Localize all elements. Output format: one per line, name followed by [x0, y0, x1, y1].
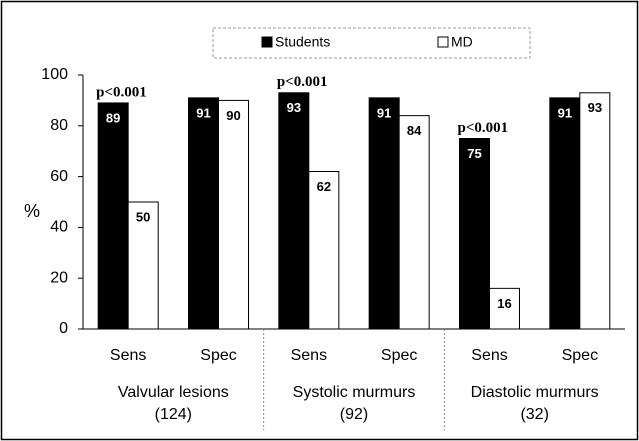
bar: [368, 97, 400, 330]
bar: [308, 171, 340, 330]
bar: [398, 115, 430, 330]
y-tick-label: 40: [50, 219, 68, 236]
value-label: 93: [287, 100, 301, 115]
x-tick-label: Spec: [562, 347, 598, 364]
value-label: 50: [136, 209, 150, 224]
x-tick-label: Sens: [291, 347, 327, 364]
y-tick-label: 20: [50, 269, 68, 286]
value-label: 89: [106, 110, 120, 125]
y-tick-label: 100: [41, 66, 68, 83]
group-count: (92): [340, 406, 368, 423]
value-label: 93: [588, 100, 602, 115]
bar: [489, 287, 520, 330]
value-label: 75: [467, 146, 481, 161]
group-label: Systolic murmurs: [293, 384, 416, 401]
annotation: p<0.001: [458, 120, 509, 136]
y-tick-label: 60: [50, 168, 68, 185]
x-tick-label: Spec: [200, 347, 236, 364]
value-label: 90: [226, 108, 240, 123]
value-label: 91: [558, 105, 572, 120]
annotation: p<0.001: [277, 74, 328, 90]
bar: [97, 102, 129, 330]
legend-label: MD: [451, 34, 473, 50]
bar: [218, 99, 249, 330]
value-label: 84: [407, 123, 422, 138]
legend-label: Students: [275, 34, 330, 50]
group-count: (32): [520, 406, 548, 423]
value-label: 91: [196, 105, 210, 120]
value-label: 62: [317, 179, 331, 194]
bar: [549, 97, 581, 330]
value-label: 91: [377, 105, 391, 120]
group-count: (124): [155, 406, 192, 423]
annotation: p<0.001: [96, 84, 147, 100]
bar: [459, 138, 490, 330]
group-label: Valvular lesions: [118, 384, 229, 401]
y-tick-label: 0: [59, 320, 68, 337]
group-label: Diastolic murmurs: [471, 384, 599, 401]
bar: [188, 97, 219, 330]
legend-box: [212, 27, 531, 59]
bar: [278, 92, 310, 330]
x-tick-label: Sens: [110, 347, 146, 364]
y-tick-label: 80: [50, 117, 68, 134]
legend-swatch: [261, 36, 273, 48]
legend-swatch: [437, 36, 449, 48]
bar: [579, 92, 611, 330]
value-label: 16: [497, 296, 511, 311]
x-tick-label: Sens: [471, 347, 507, 364]
x-tick-label: Spec: [381, 347, 417, 364]
y-axis-label: %: [24, 201, 40, 221]
bar: [127, 201, 159, 330]
